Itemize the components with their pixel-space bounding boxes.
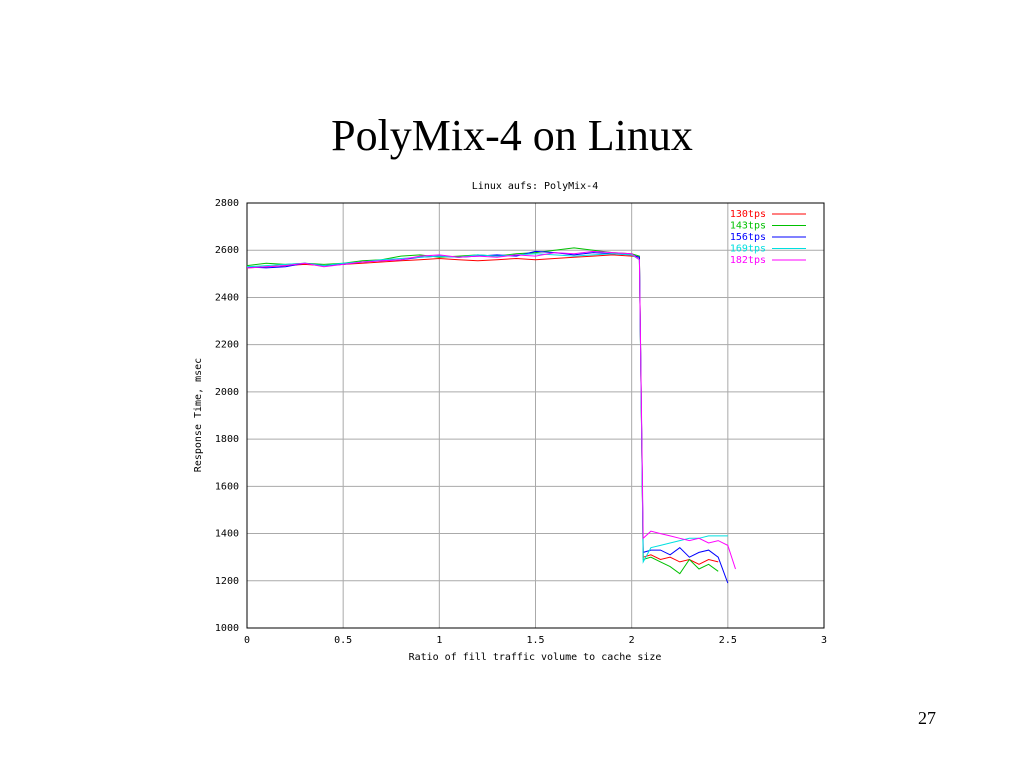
x-tick-label: 1 <box>436 635 442 646</box>
x-tick-label: 3 <box>821 635 827 646</box>
y-tick-label: 1400 <box>215 529 239 540</box>
y-tick-label: 1800 <box>215 434 239 445</box>
x-axis-label: Ratio of fill traffic volume to cache si… <box>409 652 662 663</box>
y-tick-label: 2800 <box>215 198 239 209</box>
x-tick-label: 2 <box>629 635 635 646</box>
y-tick-label: 1600 <box>215 481 239 492</box>
legend-label: 156tps <box>730 232 766 243</box>
x-tick-label: 0.5 <box>334 635 352 646</box>
legend-label: 182tps <box>730 255 766 266</box>
series-line <box>246 250 736 570</box>
x-tick-label: 1.5 <box>526 635 544 646</box>
y-tick-label: 2400 <box>215 292 239 303</box>
y-tick-label: 1000 <box>215 623 239 634</box>
y-tick-label: 2200 <box>215 340 239 351</box>
y-axis-label: Response Time, msec <box>193 358 204 472</box>
y-tick-label: 1200 <box>215 576 239 587</box>
y-tick-label: 2600 <box>215 245 239 256</box>
page-number: 27 <box>918 708 936 728</box>
y-tick-label: 2000 <box>215 387 239 398</box>
chart-title: Linux aufs: PolyMix-4 <box>472 181 598 192</box>
legend-label: 130tps <box>730 209 766 220</box>
plot-frame <box>246 202 825 629</box>
legend-label: 143tps <box>730 221 766 232</box>
x-tick-label: 0 <box>244 635 250 646</box>
slide-title: PolyMix-4 on Linux <box>331 111 693 160</box>
x-tick-label: 2.5 <box>719 635 737 646</box>
legend-label: 169tps <box>730 244 766 255</box>
